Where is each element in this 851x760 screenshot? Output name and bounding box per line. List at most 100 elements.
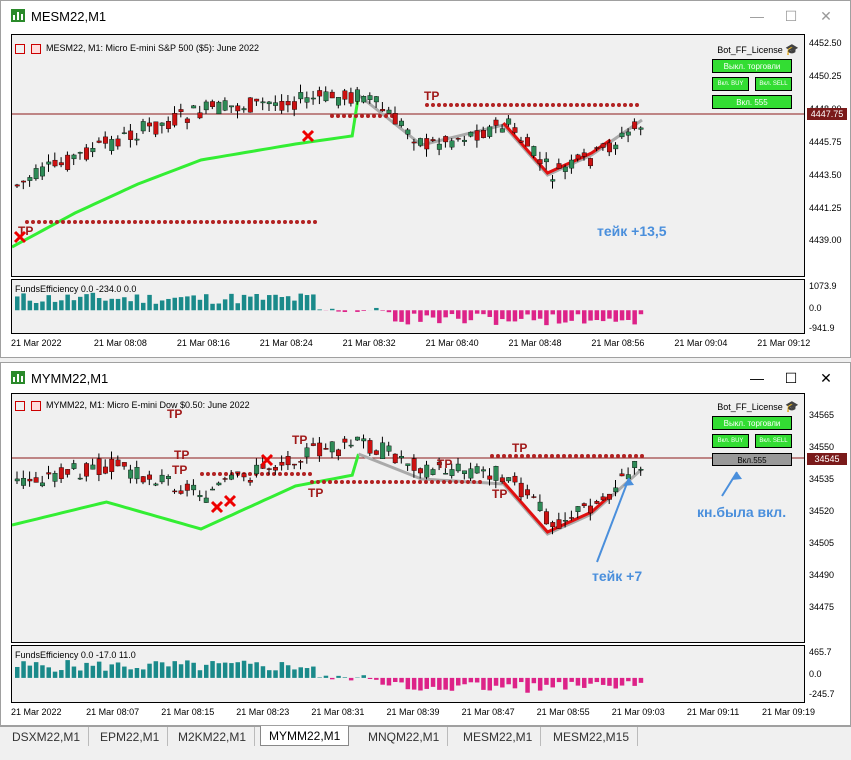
price-axis: 4452.50 4450.25 4448.00 4445.75 4443.50 …	[805, 34, 850, 277]
chart-window-mesm22[interactable]: MESM22,M1 — ☐ ✕ TP TP MESM22, M1: Micro E…	[0, 0, 851, 358]
time-tick: 21 Mar 08:39	[386, 707, 440, 717]
on-555-button[interactable]: Вкл.555	[712, 453, 792, 466]
candle-body	[462, 470, 467, 474]
candle-body	[531, 496, 537, 498]
time-tick: 21 Mar 08:31	[311, 707, 365, 717]
tab-dsxm22[interactable]: DSXM22,M1	[4, 727, 90, 747]
histogram-bar	[178, 664, 184, 678]
candle-body	[525, 489, 530, 496]
level-dot	[91, 220, 95, 224]
tab-mymm22[interactable]: MYMM22,M1	[260, 726, 350, 746]
on-555-button[interactable]: Вкл. 555	[712, 95, 792, 109]
time-tick: 21 Mar 08:47	[461, 707, 515, 717]
price-chart-area[interactable]: TP TP MESM22, M1: Micro E-mini S&P 500 ($…	[11, 34, 805, 277]
candle-body	[418, 138, 423, 146]
histogram-bar	[241, 660, 247, 678]
time-tick: 21 Mar 08:08	[93, 338, 147, 348]
trade-off-button[interactable]: Выкл. торговли	[712, 416, 792, 430]
level-dot	[301, 220, 305, 224]
time-tick: 21 Mar 08:55	[536, 707, 590, 717]
tab-epm22[interactable]: EPM22,M1	[92, 727, 169, 747]
level-dot	[145, 220, 149, 224]
candle-body	[373, 96, 379, 103]
stop-marker	[301, 129, 315, 143]
level-dot	[248, 472, 252, 476]
buy-on-button[interactable]: Вкл. BUY	[712, 77, 749, 91]
chart-properties-icon[interactable]	[15, 43, 25, 54]
histogram-bar	[563, 310, 568, 323]
candle-body	[298, 92, 304, 100]
level-dot	[384, 114, 388, 118]
histogram-bar	[619, 310, 625, 321]
candle-body	[336, 449, 341, 457]
level-dot	[563, 103, 567, 107]
histogram-bar	[235, 662, 240, 678]
tab-mesm22[interactable]: MESM22,M1	[455, 727, 542, 747]
buy-on-button[interactable]: Вкл. BUY	[712, 434, 749, 448]
close-button[interactable]: ✕	[820, 370, 832, 386]
indicator-area[interactable]: FundsEfficiency 0.0 -17.0 11.0	[11, 645, 805, 703]
histogram-bar	[380, 677, 385, 685]
sell-on-button[interactable]: Вкл. SELL	[755, 77, 792, 91]
data-window-icon[interactable]	[30, 400, 41, 411]
chart-header: MYMM22, M1: Micro E-mini Dow $0.50: June…	[15, 400, 250, 411]
histogram-bar	[254, 662, 259, 678]
tab-m2km22[interactable]: M2KM22,M1	[170, 727, 256, 747]
data-window-icon[interactable]	[30, 43, 41, 54]
histogram-bar	[430, 310, 436, 318]
level-dot	[436, 480, 440, 484]
window-titlebar[interactable]: MYMM22,M1 — ☐ ✕	[1, 363, 850, 393]
sell-on-button[interactable]: Вкл. SELL	[755, 434, 792, 448]
histogram-bar	[607, 677, 612, 686]
histogram-bar	[90, 292, 96, 311]
histogram-bar	[563, 677, 568, 690]
tab-mesm22-m15[interactable]: MESM22,M15	[545, 727, 639, 747]
chart-properties-icon[interactable]	[15, 400, 25, 411]
level-dot	[235, 220, 239, 224]
license-text: Bot_FF_License	[717, 45, 783, 55]
histogram-bar	[512, 310, 518, 322]
level-dot	[532, 454, 536, 458]
maximize-button[interactable]: ☐	[784, 370, 798, 386]
tab-mnqm22[interactable]: MNQM22,M1	[360, 727, 449, 747]
level-dot	[610, 454, 614, 458]
minimize-button[interactable]: —	[750, 370, 764, 386]
time-tick: 21 Mar 08:16	[176, 338, 230, 348]
window-titlebar[interactable]: MESM22,M1 — ☐ ✕	[1, 1, 850, 31]
level-dot	[340, 480, 344, 484]
minimize-button[interactable]: —	[750, 8, 764, 24]
candle-body	[487, 475, 493, 480]
histogram-bar	[500, 310, 505, 320]
close-button[interactable]: ✕	[820, 8, 832, 24]
candle-body	[260, 464, 266, 469]
trade-off-button[interactable]: Выкл. торговли	[712, 59, 792, 73]
histogram-bar	[411, 310, 417, 314]
maximize-button[interactable]: ☐	[784, 8, 798, 24]
histogram-bar	[613, 677, 618, 689]
indicator-area[interactable]: FundsEfficiency 0.0 -234.0 0.0	[11, 279, 805, 334]
level-dot	[509, 103, 513, 107]
price-chart-area[interactable]: TP TP TP TP TP TP TP TP MYMM22, M1: Micro E-min…	[11, 393, 805, 643]
histogram-bar	[525, 310, 530, 315]
candle-body	[228, 474, 234, 480]
tp-label: TP	[512, 441, 527, 455]
candle-body	[292, 463, 297, 466]
level-dot	[218, 472, 222, 476]
level-dot	[629, 103, 633, 107]
candle-body	[424, 464, 430, 478]
tp-label: TP	[174, 448, 189, 462]
histogram-bar	[525, 677, 530, 693]
candle-body	[260, 101, 266, 104]
histogram-bar	[222, 662, 228, 678]
candle-body	[493, 466, 499, 481]
histogram-bar	[405, 677, 411, 690]
candle-body	[537, 159, 543, 164]
level-dot	[473, 103, 477, 107]
level-dot	[296, 472, 300, 476]
histogram-bar	[424, 677, 429, 689]
candle-body	[96, 140, 102, 143]
current-price-label: 34545	[807, 453, 847, 465]
chart-window-mymm22[interactable]: MYMM22,M1 — ☐ ✕ TP TP TP TP TP TP TP TP MYMM22,…	[0, 362, 851, 726]
level-dot	[295, 220, 299, 224]
level-dot	[587, 103, 591, 107]
